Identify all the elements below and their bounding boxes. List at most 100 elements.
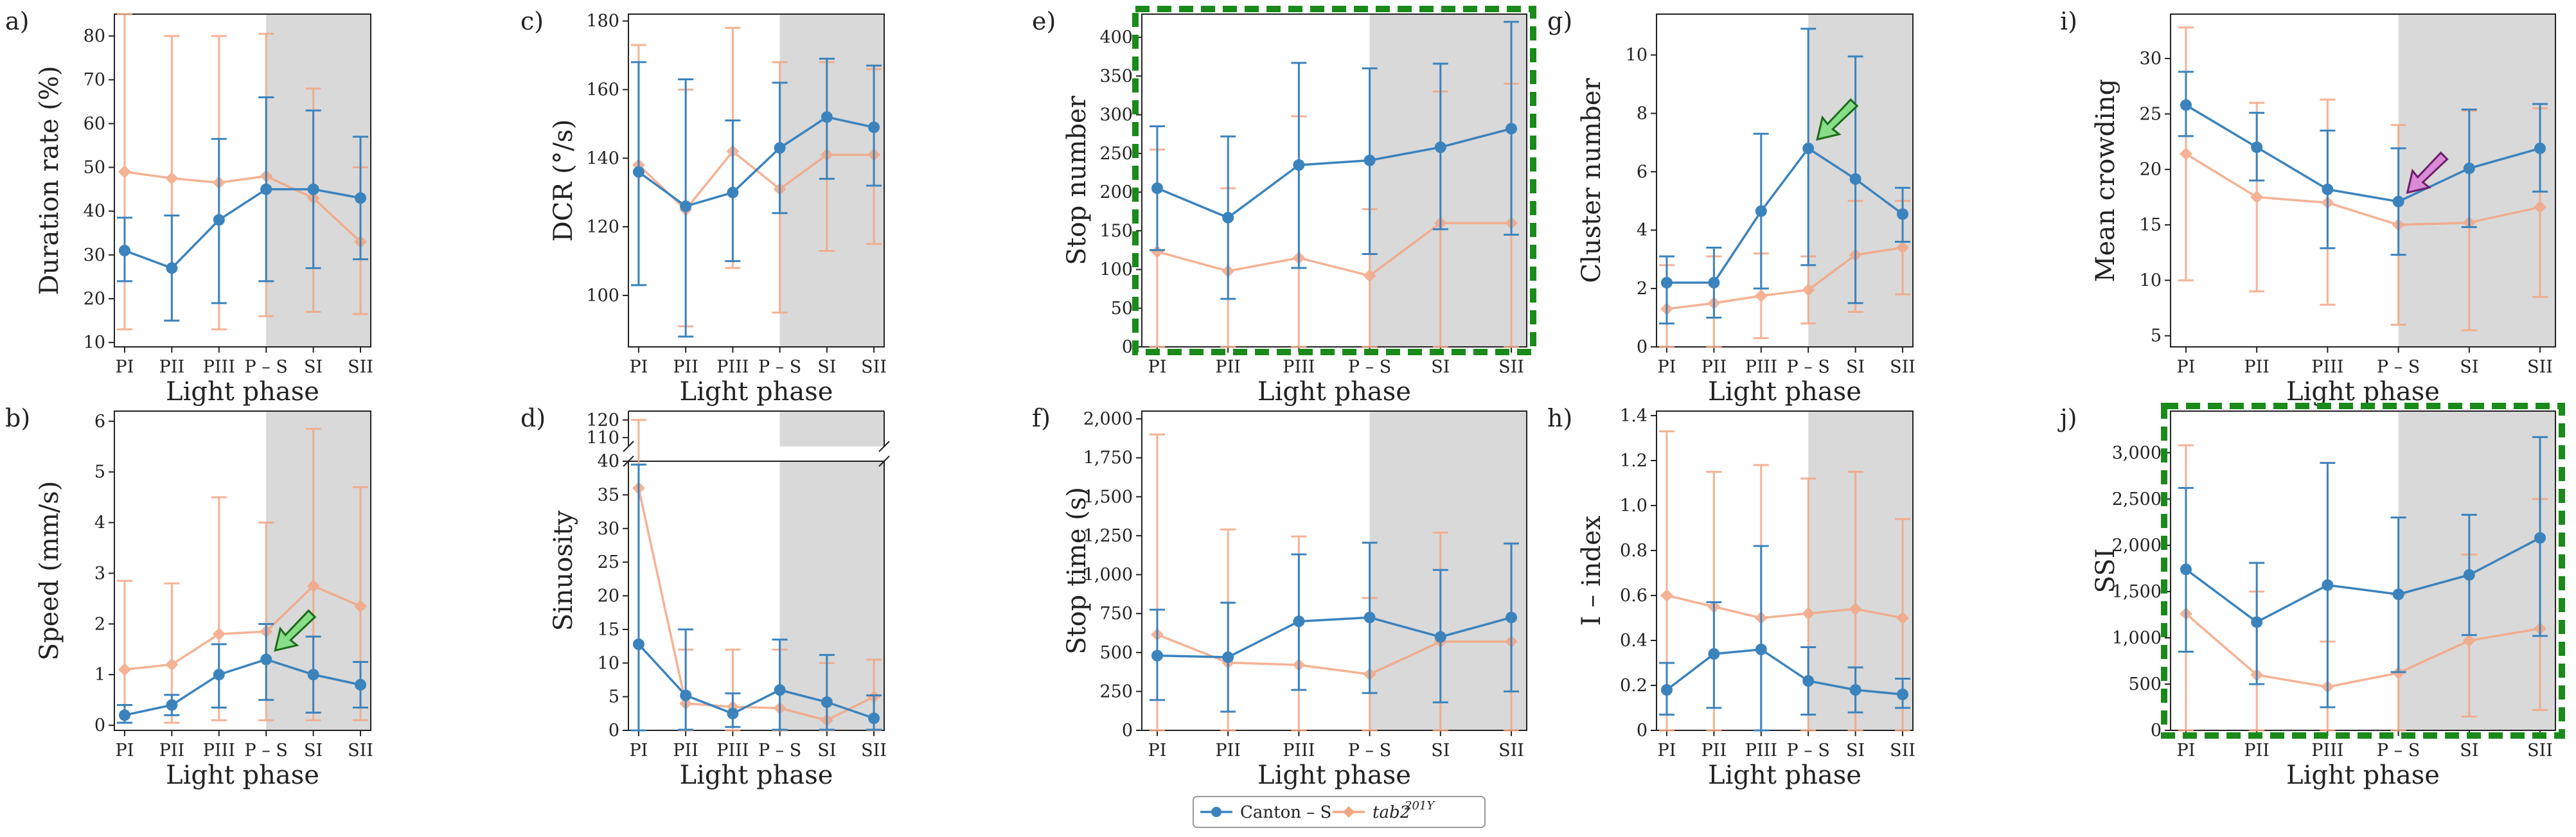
data-point	[1897, 208, 1909, 220]
series-line	[2185, 536, 2541, 624]
shaded-region	[266, 14, 371, 347]
y-tick-label: 160	[586, 80, 619, 100]
y-tick-label: 0	[1637, 337, 1648, 357]
y-axis-label: Speed (mm/s)	[35, 481, 64, 661]
data-point	[166, 262, 178, 274]
y-axis-label: Stop number	[1062, 95, 1092, 265]
panel-a: 10 20 30 40 50 60 70 80 PI PII PIII P – S SI SII Light…	[5, 7, 373, 407]
x-axis-label: Light phase	[1708, 377, 1861, 407]
series-line	[637, 116, 875, 207]
x-tick-label: PIII	[2311, 357, 2343, 377]
y-tick-label: 4	[94, 513, 105, 533]
y-tick-label: 40	[84, 202, 105, 222]
axes-frame	[114, 410, 371, 731]
y-tick-label: 0	[2151, 721, 2162, 741]
y-tick-label: 2,500	[2112, 489, 2162, 509]
y-tick-label: 25	[2140, 104, 2162, 124]
data-point	[1660, 277, 1673, 289]
x-tick-label: PII	[1701, 357, 1727, 377]
panel-letter: i)	[2060, 7, 2077, 35]
data-point	[1293, 615, 1305, 628]
y-tick-label: 500	[2128, 674, 2162, 694]
y-tick-label: 150	[1099, 221, 1133, 241]
data-point	[1660, 589, 1673, 602]
data-point	[1364, 154, 1376, 166]
x-tick-label: PI	[1148, 741, 1167, 761]
data-point	[118, 709, 130, 721]
data-point	[307, 669, 319, 681]
x-tick-label: SI	[2460, 357, 2478, 377]
x-tick-label: SII	[348, 357, 373, 377]
x-tick-label: PIII	[716, 357, 749, 377]
x-axis-label: Light phase	[680, 377, 833, 407]
data-point	[1802, 675, 1815, 687]
data-point	[1151, 649, 1163, 662]
y-tick-label: 50	[84, 158, 105, 178]
y-tick-label: 250	[1099, 682, 1133, 701]
data-point	[632, 638, 644, 650]
data-point	[2322, 183, 2334, 195]
series-line	[1666, 146, 1904, 284]
y-axis-label: DCR (°/s)	[549, 119, 578, 242]
panel-letter: h)	[1547, 404, 1572, 432]
data-point	[680, 689, 692, 701]
x-axis-label: Light phase	[680, 761, 833, 790]
y-tick-label: 3	[94, 563, 105, 583]
series-canton-s	[1658, 28, 1911, 325]
panel-j: 0 500 1,000 1,500 2,000 2,500 3,000 PI PII PIII P …	[2057, 403, 2565, 790]
panel-letter: b)	[5, 404, 30, 432]
shaded-region-upper	[779, 411, 884, 446]
y-tick-label: 0	[94, 716, 105, 736]
data-point	[1849, 684, 1861, 696]
panel-letter: e)	[1032, 7, 1056, 35]
x-axis-label: Light phase	[1257, 377, 1411, 407]
data-point	[1802, 607, 1815, 620]
x-tick-label: PI	[629, 357, 648, 377]
y-tick-label: 8	[1637, 103, 1648, 123]
data-point	[2392, 588, 2404, 601]
data-point	[1802, 143, 1815, 155]
x-tick-label: PII	[2244, 741, 2270, 761]
y-tick-label: 2,000	[1083, 409, 1133, 429]
legend-canton-label: Canton – S	[1240, 803, 1331, 822]
y-tick-label: 20	[598, 586, 619, 606]
shaded-region	[1808, 411, 1913, 730]
green-arrow-icon	[274, 609, 317, 652]
y-tick-label: 350	[1099, 66, 1133, 86]
axes-frame	[1141, 410, 1527, 731]
y-tick-label: 0	[608, 721, 619, 741]
x-tick-label: SII	[861, 741, 887, 761]
axis-break-mark	[878, 455, 890, 467]
panel-c: 100 120 140 160 180 PI PII PIII P – S SI SII Light …	[520, 7, 887, 407]
y-tick-label: 1	[94, 665, 105, 685]
shaded-region	[779, 461, 884, 730]
panel-letter: f)	[1032, 404, 1051, 432]
x-tick-label: SII	[2527, 741, 2553, 761]
x-tick-label: P – S	[1787, 741, 1830, 761]
y-tick-label: 80	[84, 26, 105, 46]
y-tick-label: 500	[1099, 643, 1133, 663]
panel-b: 0 1 2 3 4 5 6 PI PII PIII P – S SI SII Light phase Spe…	[5, 404, 373, 790]
x-tick-label: PI	[2177, 741, 2196, 761]
data-point	[2534, 532, 2546, 544]
data-point	[213, 214, 225, 226]
x-tick-label: SII	[1498, 741, 1524, 761]
y-tick-label: 1.0	[1620, 496, 1648, 516]
series-canton-s	[2178, 71, 2548, 256]
panel-letter: a)	[5, 7, 29, 35]
series-line	[2185, 153, 2541, 226]
data-point	[2179, 147, 2192, 161]
y-tick-label: 2	[94, 614, 105, 634]
series-line	[124, 170, 362, 243]
x-axis-label: Light phase	[2286, 761, 2440, 790]
x-tick-label: P – S	[1787, 357, 1830, 377]
y-tick-label: 5	[608, 687, 619, 707]
data-point	[355, 192, 367, 204]
y-tick-label: 3,000	[2112, 443, 2162, 463]
x-tick-label: SI	[817, 741, 836, 761]
panel-g: 0 2 4 6 8 10 PI PII PIII P – S SI SII Light phase Clu…	[1547, 7, 1915, 407]
y-tick-label: 6	[1637, 162, 1648, 182]
y-tick-label: 250	[1099, 144, 1133, 164]
data-point	[1363, 269, 1376, 283]
